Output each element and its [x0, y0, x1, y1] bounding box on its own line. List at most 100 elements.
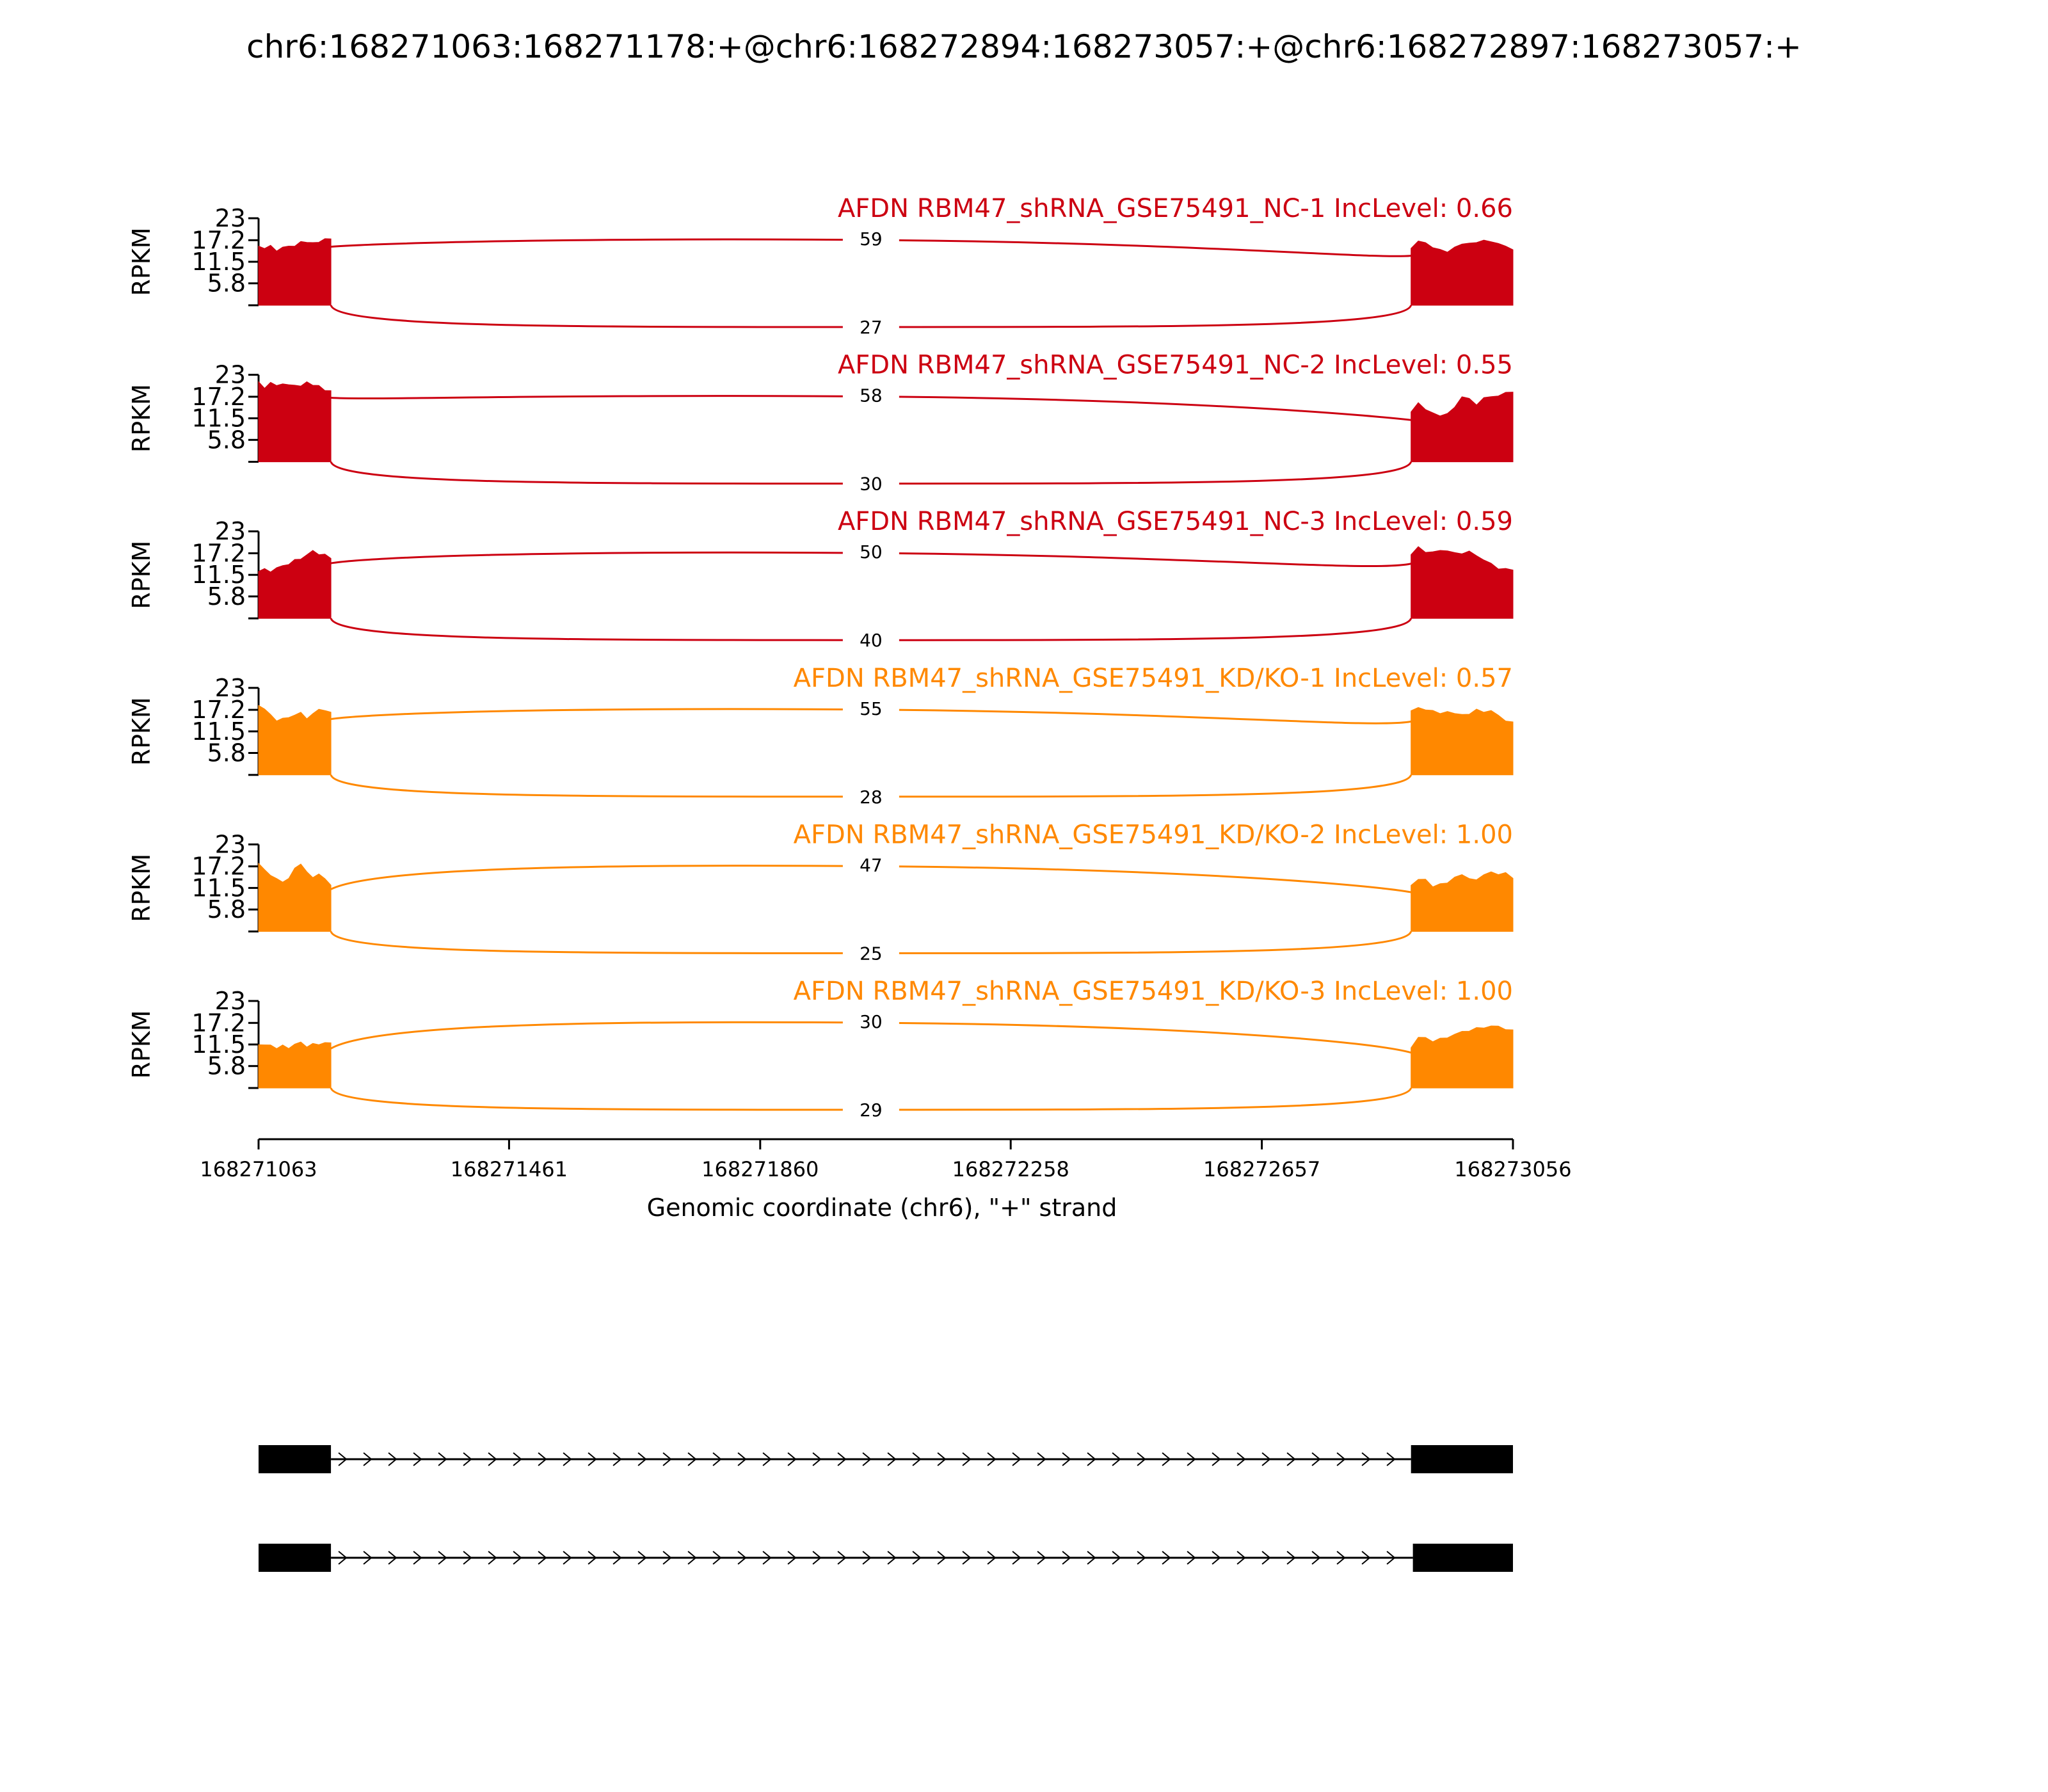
junction-label-lower: 29	[860, 1100, 883, 1121]
strand-arrow	[1286, 1551, 1296, 1565]
strand-arrow	[513, 1551, 522, 1565]
junction-label-lower: 30	[860, 474, 883, 495]
track-title: AFDN RBM47_shRNA_GSE75491_NC-2 IncLevel:…	[838, 351, 1513, 380]
y-tick-label: 23	[215, 517, 246, 545]
strand-arrow	[1162, 1452, 1171, 1466]
y-tick-label: 11.5	[191, 248, 246, 276]
tracks-group: AFDN RBM47_shRNA_GSE75491_NC-1 IncLevel:…	[127, 194, 1514, 1124]
junction-label-bg	[842, 852, 899, 878]
junction-label-bg	[842, 941, 899, 968]
strand-arrow	[413, 1452, 422, 1466]
strand-arrow	[1236, 1452, 1246, 1466]
coverage-left	[258, 381, 332, 463]
coverage-left	[258, 862, 332, 932]
exon-block	[259, 1445, 332, 1473]
strand-arrow	[563, 1551, 572, 1565]
coverage-left	[258, 1041, 332, 1089]
track-5: AFDN RBM47_shRNA_GSE75491_KD/KO-2 IncLev…	[127, 820, 1514, 968]
junction-label-lower: 27	[860, 317, 883, 338]
y-tick-label: 11.5	[191, 1030, 246, 1059]
track-title: AFDN RBM47_shRNA_GSE75491_NC-1 IncLevel:…	[838, 194, 1513, 223]
track-2: AFDN RBM47_shRNA_GSE75491_NC-2 IncLevel:…	[127, 351, 1514, 498]
strand-arrow	[737, 1452, 747, 1466]
coverage-right	[1411, 546, 1514, 619]
strand-arrow	[837, 1452, 847, 1466]
strand-arrow	[363, 1452, 372, 1466]
strand-arrow	[463, 1551, 472, 1565]
strand-arrow	[862, 1551, 872, 1565]
strand-arrow	[563, 1452, 572, 1466]
strand-arrow	[1112, 1452, 1121, 1466]
track-4: AFDN RBM47_shRNA_GSE75491_KD/KO-1 IncLev…	[127, 664, 1514, 811]
coverage-left	[258, 238, 332, 306]
x-axis-title: Genomic coordinate (chr6), "+" strand	[647, 1194, 1117, 1222]
junction-label-bg	[842, 316, 899, 341]
strand-arrow	[612, 1452, 622, 1466]
y-tick-label: 11.5	[191, 404, 246, 433]
strand-arrow	[1037, 1452, 1046, 1466]
y-tick-label: 5.8	[207, 739, 246, 767]
junction-label-bg	[842, 539, 899, 565]
junction-label-lower: 28	[860, 787, 883, 808]
y-tick-label: 23	[215, 830, 246, 858]
strand-arrow	[1037, 1551, 1046, 1565]
strand-arrow	[538, 1452, 547, 1466]
strand-arrow	[438, 1452, 447, 1466]
strand-arrow	[438, 1551, 447, 1565]
strand-arrow	[463, 1452, 472, 1466]
y-axis-title: RPKM	[127, 541, 156, 609]
y-tick-label: 23	[215, 987, 246, 1015]
track-title: AFDN RBM47_shRNA_GSE75491_NC-3 IncLevel:…	[838, 507, 1513, 536]
x-tick-label: 168273056	[1454, 1157, 1571, 1181]
junction-label-lower: 40	[860, 630, 883, 651]
junction-label-bg	[842, 695, 899, 721]
strand-arrow	[1062, 1551, 1071, 1565]
strand-arrow	[1386, 1551, 1396, 1565]
strand-arrow	[937, 1551, 947, 1565]
coverage-right	[1411, 1025, 1514, 1089]
x-tick-label: 168271860	[701, 1157, 819, 1181]
strand-arrow	[737, 1551, 747, 1565]
strand-arrow	[962, 1452, 972, 1466]
junction-label-bg	[842, 628, 899, 655]
strand-arrow	[687, 1551, 697, 1565]
junction-label-upper: 50	[860, 541, 883, 563]
strand-arrow	[538, 1551, 547, 1565]
strand-arrow	[1311, 1551, 1321, 1565]
strand-arrow	[787, 1551, 797, 1565]
strand-arrow	[1236, 1551, 1246, 1565]
strand-arrow	[762, 1452, 772, 1466]
strand-arrow	[1137, 1452, 1146, 1466]
junction-label-bg	[842, 1009, 899, 1034]
y-axis-title: RPKM	[127, 697, 156, 765]
strand-arrow	[987, 1551, 996, 1565]
strand-arrow	[962, 1551, 972, 1565]
strand-arrow	[1212, 1452, 1221, 1466]
coverage-left	[258, 550, 332, 619]
y-tick-label: 5.8	[207, 1052, 246, 1080]
strand-arrow	[862, 1452, 872, 1466]
chart-title: chr6:168271063:168271178:+@chr6:16827289…	[246, 28, 1802, 65]
y-axis-title: RPKM	[127, 1010, 156, 1078]
strand-arrow	[987, 1452, 996, 1466]
strand-arrow	[413, 1551, 422, 1565]
strand-arrow	[1261, 1452, 1271, 1466]
track-title: AFDN RBM47_shRNA_GSE75491_KD/KO-2 IncLev…	[794, 820, 1513, 849]
strand-arrow	[1336, 1551, 1346, 1565]
coverage-right	[1411, 392, 1514, 463]
y-tick-label: 11.5	[191, 561, 246, 589]
y-tick-label: 17.2	[191, 539, 246, 567]
strand-arrow	[662, 1452, 672, 1466]
strand-arrow	[637, 1452, 647, 1466]
strand-arrow	[588, 1452, 597, 1466]
x-tick-label: 168271063	[200, 1157, 317, 1181]
strand-arrow	[1012, 1551, 1021, 1565]
strand-arrow	[837, 1551, 847, 1565]
strand-arrow	[712, 1452, 722, 1466]
strand-arrow	[1187, 1452, 1196, 1466]
track-title: AFDN RBM47_shRNA_GSE75491_KD/KO-1 IncLev…	[794, 664, 1513, 693]
y-tick-label: 5.8	[207, 895, 246, 924]
y-tick-label: 5.8	[207, 582, 246, 611]
strand-arrow	[388, 1452, 397, 1466]
y-tick-label: 17.2	[191, 383, 246, 411]
